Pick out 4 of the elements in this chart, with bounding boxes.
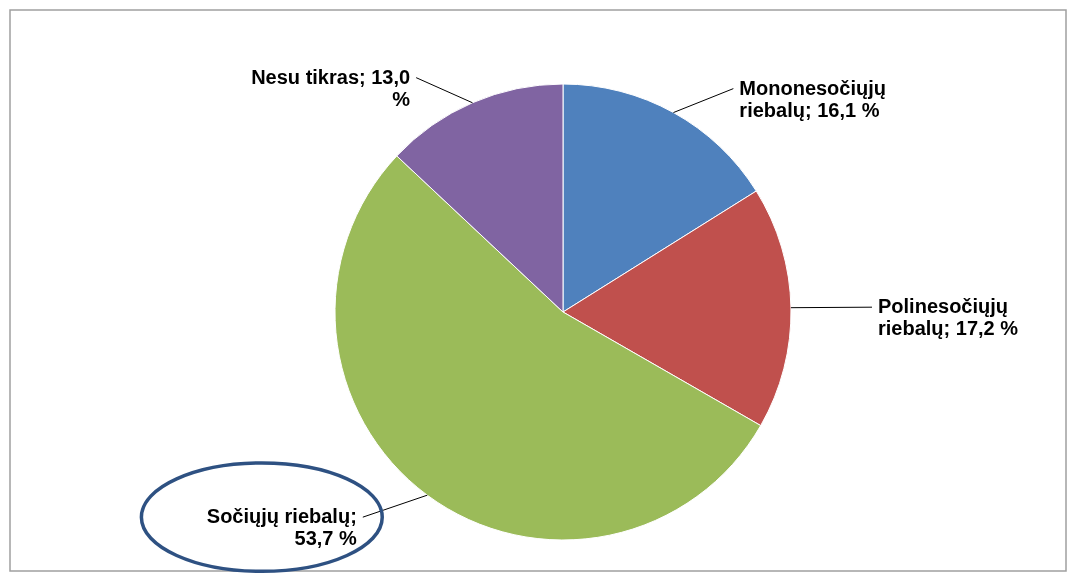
slice-label: Polinesočiųjų riebalų; 17,2 % — [877, 295, 1019, 340]
slice-label: Mononesočiųjų riebalų; 16,1 % — [739, 76, 887, 121]
slice-label: Sočiųjų riebalų; 53,7 % — [206, 505, 358, 550]
slice-label: Nesu tikras; 13,0 % — [251, 65, 411, 110]
